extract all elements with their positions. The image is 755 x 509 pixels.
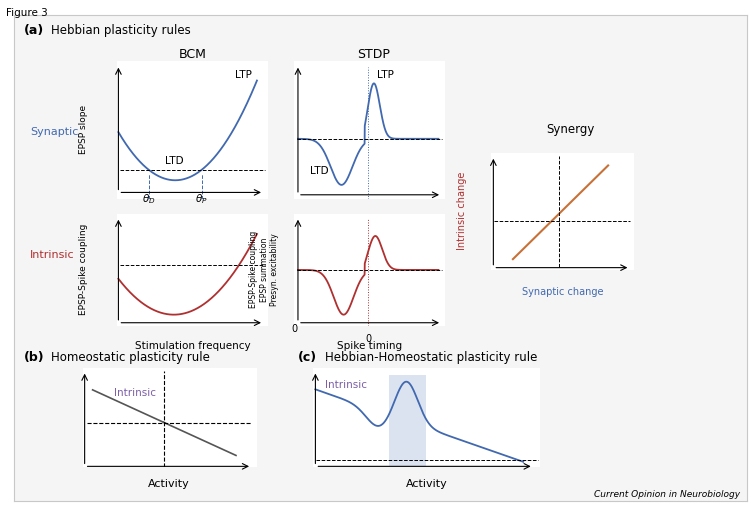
Text: LTD: LTD — [165, 156, 184, 166]
Text: EPSP slope: EPSP slope — [79, 105, 88, 154]
Text: Intrinsic: Intrinsic — [30, 249, 75, 260]
Text: Homeostatic plasticity rule: Homeostatic plasticity rule — [51, 351, 210, 364]
Text: Hebbian plasticity rules: Hebbian plasticity rules — [51, 24, 191, 38]
Text: Activity: Activity — [405, 479, 448, 490]
Text: LTP: LTP — [235, 70, 251, 79]
Text: Activity: Activity — [148, 479, 190, 490]
Text: EPSP-Spike coupling: EPSP-Spike coupling — [79, 224, 88, 316]
Text: EPSP-Spike coupling
EPSP summation
Presyn. excitability: EPSP-Spike coupling EPSP summation Presy… — [249, 231, 279, 308]
Text: LTP: LTP — [378, 70, 394, 79]
Text: BCM: BCM — [179, 48, 206, 62]
Text: Hebbian-Homeostatic plasticity rule: Hebbian-Homeostatic plasticity rule — [325, 351, 537, 364]
Text: Figure 3: Figure 3 — [6, 8, 48, 18]
Text: (a): (a) — [24, 24, 45, 38]
Text: Intrinsic: Intrinsic — [114, 388, 156, 398]
Text: Synaptic: Synaptic — [30, 127, 79, 137]
Bar — [389, 375, 426, 466]
Text: Stimulation frequency: Stimulation frequency — [134, 341, 251, 351]
Text: Intrinsic change: Intrinsic change — [457, 172, 467, 250]
Text: Synaptic change: Synaptic change — [522, 287, 603, 297]
Text: STDP: STDP — [357, 48, 390, 62]
Text: (b): (b) — [24, 351, 45, 364]
Text: Synergy: Synergy — [546, 123, 594, 136]
Text: Spike timing: Spike timing — [337, 341, 402, 351]
Text: $\theta_D$: $\theta_D$ — [142, 192, 156, 206]
Text: Intrinsic: Intrinsic — [325, 380, 367, 390]
Text: $\theta_P$: $\theta_P$ — [196, 192, 208, 206]
Text: 0: 0 — [291, 324, 297, 334]
Text: 0: 0 — [365, 333, 371, 344]
Text: Current Opinion in Neurobiology: Current Opinion in Neurobiology — [593, 490, 740, 499]
Text: (c): (c) — [298, 351, 317, 364]
Text: LTD: LTD — [310, 166, 328, 176]
